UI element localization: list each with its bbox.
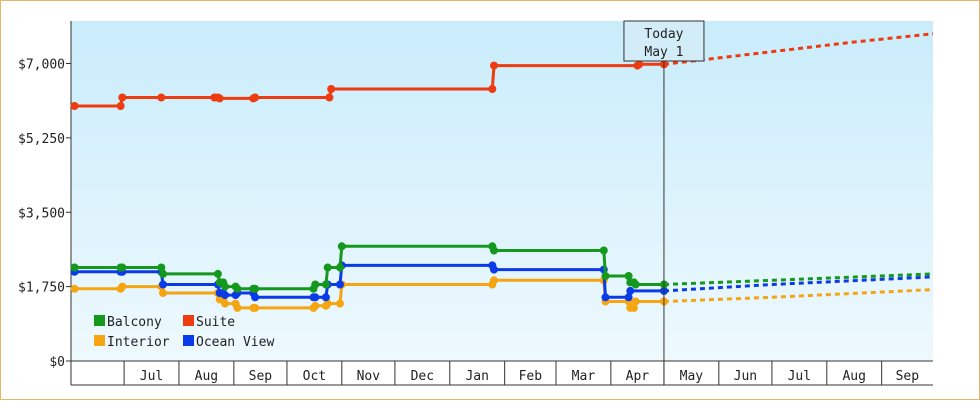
legend-label-ocean-view: Ocean View <box>196 335 274 350</box>
data-point-balcony <box>233 284 242 293</box>
data-point-interior <box>323 299 332 308</box>
series-line-ocean-view <box>74 263 664 299</box>
x-tick-label: Sep <box>896 369 920 384</box>
data-point-ocean-view <box>601 293 610 302</box>
data-point-balcony <box>631 280 640 289</box>
data-point-interior <box>631 297 640 306</box>
data-point-ocean-view <box>311 293 320 302</box>
x-tick-label: Oct <box>303 369 326 384</box>
data-point-ocean-view <box>624 293 633 302</box>
data-point-balcony <box>490 246 498 255</box>
data-point-interior <box>629 303 638 312</box>
data-point-suite <box>327 85 336 93</box>
plot-background <box>71 21 933 361</box>
data-point-interior <box>159 289 167 297</box>
data-point-suite <box>635 60 644 69</box>
today-label-box <box>623 20 705 62</box>
data-point-suite <box>116 102 125 110</box>
data-point-balcony <box>601 272 610 280</box>
data-point-interior <box>118 282 127 291</box>
data-point-interior <box>311 301 320 310</box>
x-tick-label: Feb <box>519 369 543 384</box>
x-tick-label: Apr <box>626 369 650 384</box>
data-point-ocean-view <box>221 291 229 300</box>
x-tick-label: Jul <box>788 369 811 384</box>
data-point-interior <box>490 276 498 285</box>
y-axis: $0 $1,750 $3,500 $5,250 $7,000 <box>18 21 72 385</box>
data-point-ocean-view <box>336 280 344 289</box>
x-tick-label: Aug <box>842 369 865 384</box>
legend-swatch-interior <box>94 335 105 346</box>
data-point-suite <box>157 93 166 102</box>
legend-label-suite: Suite <box>196 315 235 330</box>
x-tick-label: Mar <box>572 369 596 384</box>
data-point-interior <box>70 284 79 293</box>
x-tick-label: Jan <box>465 369 488 384</box>
legend-label-balcony: Balcony <box>107 315 162 330</box>
data-point-ocean-view <box>626 286 635 295</box>
legend: Balcony Suite Interior Ocean View <box>94 315 274 350</box>
x-axis: Jul Aug Sep Oct Nov Dec Jan Feb Mar Apr May Jun Jul A… <box>71 360 933 386</box>
x-tick-label: Jun <box>734 369 757 384</box>
data-point-suite <box>215 94 224 103</box>
data-point-balcony <box>599 246 608 255</box>
data-point-suite <box>70 102 79 110</box>
data-point-ocean-view <box>159 280 167 289</box>
legend-swatch-balcony <box>94 315 105 326</box>
series-lines <box>70 32 934 312</box>
x-tick-label: Aug <box>195 369 218 384</box>
data-point-balcony <box>337 242 346 251</box>
x-tick-label: May <box>680 369 704 384</box>
today-date: May 1 <box>644 45 683 60</box>
x-tick-label: Nov <box>357 369 381 384</box>
data-point-balcony <box>323 263 332 272</box>
x-tick-label: Jul <box>140 369 163 384</box>
data-point-ocean-view <box>490 265 498 274</box>
data-point-interior <box>251 303 260 312</box>
data-point-ocean-view <box>321 293 330 302</box>
y-tick-label: $1,750 <box>18 281 65 296</box>
data-point-balcony <box>251 284 260 293</box>
data-point-balcony <box>336 263 344 272</box>
data-point-ocean-view <box>251 293 260 302</box>
legend-label-interior: Interior <box>107 335 170 350</box>
data-point-suite <box>325 93 334 102</box>
today-marker: Today May 1 <box>623 20 705 385</box>
y-tick-label: $5,250 <box>18 132 65 147</box>
y-tick-label: $7,000 <box>18 58 65 73</box>
data-point-balcony <box>321 280 330 289</box>
y-tick-label: $0 <box>49 355 65 370</box>
forecast-line-ocean-view <box>663 275 934 293</box>
data-point-balcony <box>213 269 222 278</box>
data-point-suite <box>118 93 127 102</box>
data-point-interior <box>336 299 344 308</box>
data-point-balcony <box>70 263 79 272</box>
today-label: Today <box>644 27 683 42</box>
data-point-balcony <box>159 269 167 278</box>
legend-swatch-suite <box>183 315 194 326</box>
data-point-interior <box>233 303 242 312</box>
data-point-balcony <box>118 263 127 272</box>
legend-swatch-ocean-view <box>183 335 194 346</box>
y-tick-label: $3,500 <box>18 206 65 221</box>
x-tick-label: Sep <box>249 369 273 384</box>
data-point-interior <box>221 299 229 308</box>
data-point-balcony <box>221 282 229 291</box>
data-point-suite <box>251 93 260 102</box>
data-point-balcony <box>311 280 320 289</box>
data-point-balcony <box>157 263 166 272</box>
data-point-suite <box>488 85 497 93</box>
data-point-suite <box>490 61 498 70</box>
x-tick-label: Dec <box>411 369 434 384</box>
data-point-balcony <box>624 272 633 280</box>
